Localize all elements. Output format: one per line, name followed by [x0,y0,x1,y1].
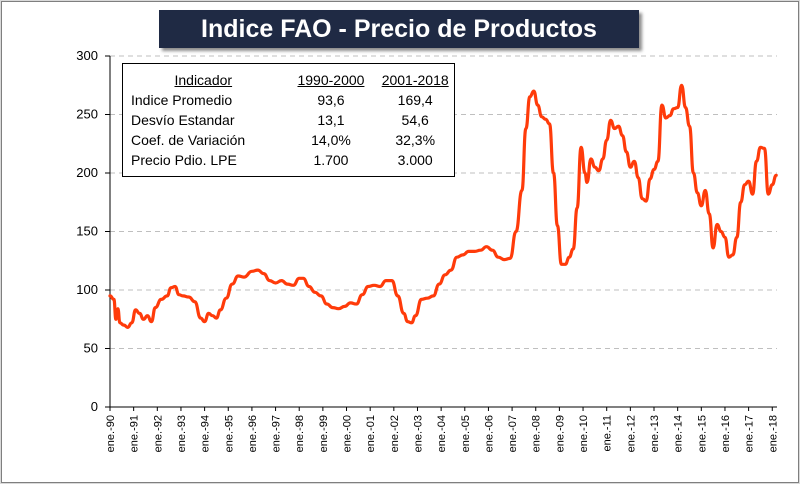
x-tick-label: ene.-10 [578,415,590,452]
stats-cell-value: 169,4 [397,92,433,108]
y-tick-label: 50 [84,341,98,356]
stats-header-period-2: 2001-2018 [381,72,449,88]
stats-header-indicador: Indicador [174,72,233,88]
x-tick-label: ene.-07 [507,415,519,452]
x-tick-label: ene.-91 [129,415,141,452]
y-tick-label: 200 [76,165,98,180]
y-tick-label: 150 [76,224,98,239]
x-tick-label: ene.-90 [105,415,117,452]
x-tick-label: ene.-02 [389,415,401,452]
x-tick-label: ene.-97 [271,415,283,452]
series-line [108,83,778,329]
x-tick-label: ene.-95 [223,415,235,452]
stats-cell-value: 13,1 [317,112,345,128]
x-tick-label: ene.-04 [436,415,448,452]
x-tick-label: ene.-92 [152,415,164,452]
x-tick-label: ene.-14 [673,415,685,452]
stats-cell-value: 54,6 [401,112,429,128]
x-tick-label: ene.-05 [460,415,472,452]
stats-cell-label: Desvío Estandar [131,112,235,128]
x-tick-label: ene.-98 [294,415,306,452]
y-tick-label: 300 [76,48,98,63]
stats-cell-value: 14,0% [311,132,351,148]
x-axis: ene.-90 ene.-91 ene.-92 ene.-93 ene.-94 ene.-… [105,406,779,452]
x-tick-label: ene.-09 [554,415,566,452]
x-tick-label: ene.-06 [483,415,495,452]
y-tick-label: 100 [76,282,98,297]
x-tick-label: ene.-15 [696,415,708,452]
x-tick-label: ene.-01 [365,415,377,452]
x-tick-label: ene.-00 [342,415,354,452]
stats-header-row: Indicador 1990-2000 2001-2018 [131,70,454,90]
x-tick-label: ene.-96 [247,415,259,452]
x-tick-label: ene.-93 [176,415,188,452]
stats-cell-value: 3.000 [397,152,433,168]
x-tick-label: ene.-94 [200,415,212,452]
stats-cell-label: Coef. de Variación [131,132,246,148]
x-tick-label: ene.-12 [625,415,637,452]
x-tick-label: ene.-08 [531,415,543,452]
stats-cell-value: 32,3% [395,132,436,148]
stats-row: Coef. de Variación 14,0% 32,3% [131,130,454,150]
y-axis: 0 50 100 150 200 250 300 [76,48,111,414]
stats-cell-value: 1.700 [313,152,349,168]
stats-table-box: Indicador 1990-2000 2001-2018 Indice Pro… [122,63,455,177]
stats-cell-value: 93,6 [317,92,345,108]
stats-table: Indicador 1990-2000 2001-2018 Indice Pro… [131,70,454,170]
x-tick-label: ene.-11 [602,415,614,452]
x-tick-label: ene.-13 [649,415,661,452]
stats-cell-label: Precio Pdio. LPE [131,152,237,168]
y-tick-label: 0 [91,399,98,414]
stats-cell-label: Indice Promedio [131,92,233,108]
stats-header-period-1: 1990-2000 [297,72,365,88]
stats-row: Indice Promedio 93,6 169,4 [131,90,454,110]
x-tick-label: ene.-17 [744,415,756,452]
stats-row: Precio Pdio. LPE 1.700 3.000 [131,150,454,170]
stats-row: Desvío Estandar 13,1 54,6 [131,110,454,130]
y-tick-label: 250 [76,107,98,122]
x-tick-label: ene.-99 [318,415,330,452]
x-tick-label: ene.-03 [412,415,424,452]
x-tick-label: ene.-16 [720,415,732,452]
x-tick-label: ene.-18 [767,415,779,452]
